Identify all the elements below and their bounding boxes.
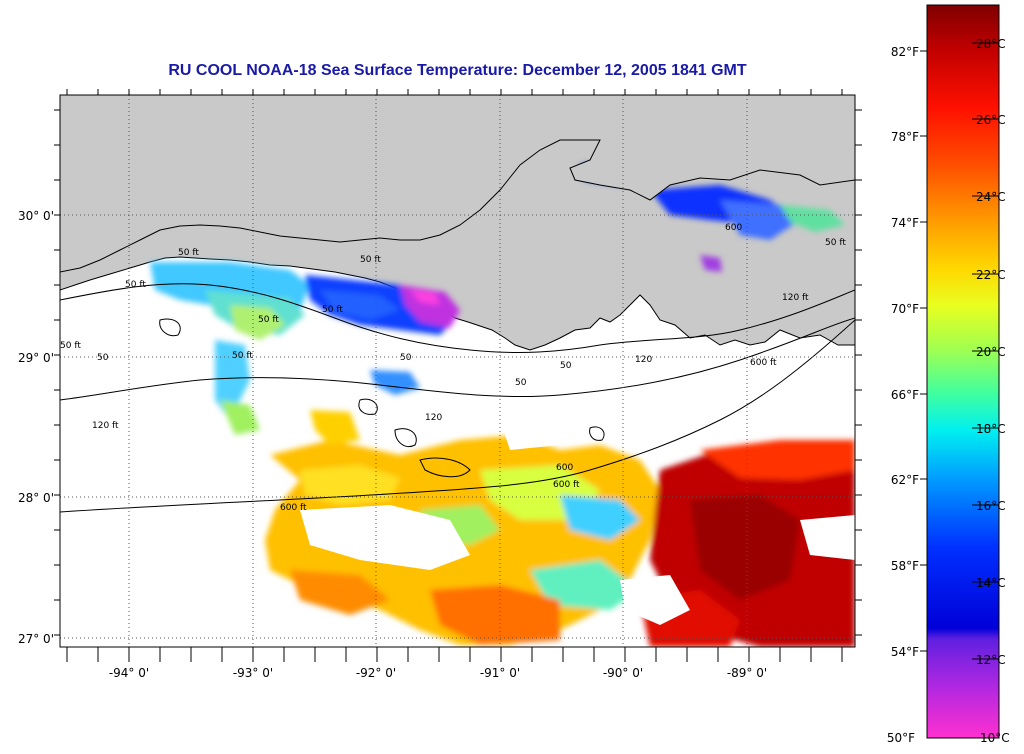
- bathymetry-contours: [60, 283, 855, 513]
- frame-ticks: [54, 89, 862, 662]
- cb-f-label: 70°F: [891, 302, 919, 316]
- cb-c-label: 28°C: [976, 37, 1006, 51]
- contour-label: 600 ft: [280, 503, 307, 513]
- contour-label: 50 ft: [825, 238, 846, 248]
- contour-600ft: [60, 319, 855, 513]
- contour-50ft: [60, 283, 855, 353]
- map-frame: [59, 94, 856, 648]
- lat-label-29: 29° 0': [18, 351, 54, 365]
- contour-label: 50 ft: [60, 341, 81, 351]
- contour-label: 120 ft: [782, 293, 809, 303]
- map-content: [60, 95, 855, 647]
- cb-f-label: 82°F: [891, 45, 919, 59]
- latitude-labels: 30° 0' 29° 0' 28° 0' 27° 0': [18, 209, 54, 646]
- nodata-areas: [300, 415, 855, 625]
- lat-label-28: 28° 0': [18, 491, 54, 505]
- contour-label: 50 ft: [125, 280, 146, 290]
- lon-label-94: -94° 0': [109, 666, 149, 680]
- contour-label: 50: [97, 353, 109, 363]
- cb-f-label: 66°F: [891, 388, 919, 402]
- contour-label: 600 ft: [750, 358, 777, 368]
- lon-label-91: -91° 0': [480, 666, 520, 680]
- lon-label-92: -92° 0': [356, 666, 396, 680]
- colorbar: 82°F 78°F 74°F 70°F 66°F 62°F 58°F 54°F …: [887, 4, 1010, 745]
- cb-f-label: 62°F: [891, 473, 919, 487]
- map-title: RU COOL NOAA-18 Sea Surface Temperature:…: [168, 62, 747, 79]
- lat-label-27: 27° 0': [18, 632, 54, 646]
- lon-label-89: -89° 0': [727, 666, 767, 680]
- land-overlay: [60, 95, 855, 273]
- contour-label: 120: [635, 355, 652, 365]
- lon-label-90: -90° 0': [603, 666, 643, 680]
- cb-f-label: 54°F: [891, 645, 919, 659]
- cb-c-label: 16°C: [976, 499, 1006, 513]
- contour-label: 600 ft: [553, 480, 580, 490]
- contour-label: 50 ft: [360, 255, 381, 265]
- lon-label-93: -93° 0': [233, 666, 273, 680]
- cb-f-label: 74°F: [891, 216, 919, 230]
- sst-offshore: [265, 410, 855, 647]
- lat-label-30: 30° 0': [18, 209, 54, 223]
- cb-c-label: 24°C: [976, 190, 1006, 204]
- contour-label: 50: [560, 361, 572, 371]
- contour-label: 50: [400, 353, 412, 363]
- graticule: [60, 95, 855, 647]
- cb-f-label: 78°F: [891, 130, 919, 144]
- contour-label: 50 ft: [258, 315, 279, 325]
- cb-c-label: 10°C: [980, 731, 1010, 745]
- contour-label: 50 ft: [322, 305, 343, 315]
- contour-label: 50 ft: [178, 248, 199, 258]
- cb-f-label: 58°F: [891, 559, 919, 573]
- cb-f-label: 50°F: [887, 731, 915, 745]
- contour-label: 600: [725, 223, 742, 233]
- contour-label: 50: [515, 378, 527, 388]
- colorbar-celsius-labels: 28°C 26°C 24°C 22°C 20°C 18°C 16°C 14°C …: [976, 37, 1010, 745]
- longitude-labels: -94° 0' -93° 0' -92° 0' -91° 0' -90° 0' …: [109, 666, 767, 680]
- cb-c-label: 18°C: [976, 422, 1006, 436]
- colorbar-fahrenheit-labels: 82°F 78°F 74°F 70°F 66°F 62°F 58°F 54°F …: [887, 45, 919, 745]
- contour-120ft: [60, 317, 855, 401]
- contour-label: 50 ft: [232, 351, 253, 361]
- contour-labels: 50 ft 50 ft 50 ft 50 ft 50 ft 50 ft 50 5…: [60, 223, 846, 513]
- cb-c-label: 12°C: [976, 653, 1006, 667]
- contour-label: 600: [556, 463, 573, 473]
- cb-c-label: 20°C: [976, 345, 1006, 359]
- colorbar-ticks: [920, 42, 999, 660]
- cb-c-label: 22°C: [976, 268, 1006, 282]
- cb-c-label: 14°C: [976, 576, 1006, 590]
- contour-label: 120: [425, 413, 442, 423]
- colorbar-bar: [926, 4, 1000, 739]
- contour-label: 120 ft: [92, 421, 119, 431]
- cb-c-label: 26°C: [976, 113, 1006, 127]
